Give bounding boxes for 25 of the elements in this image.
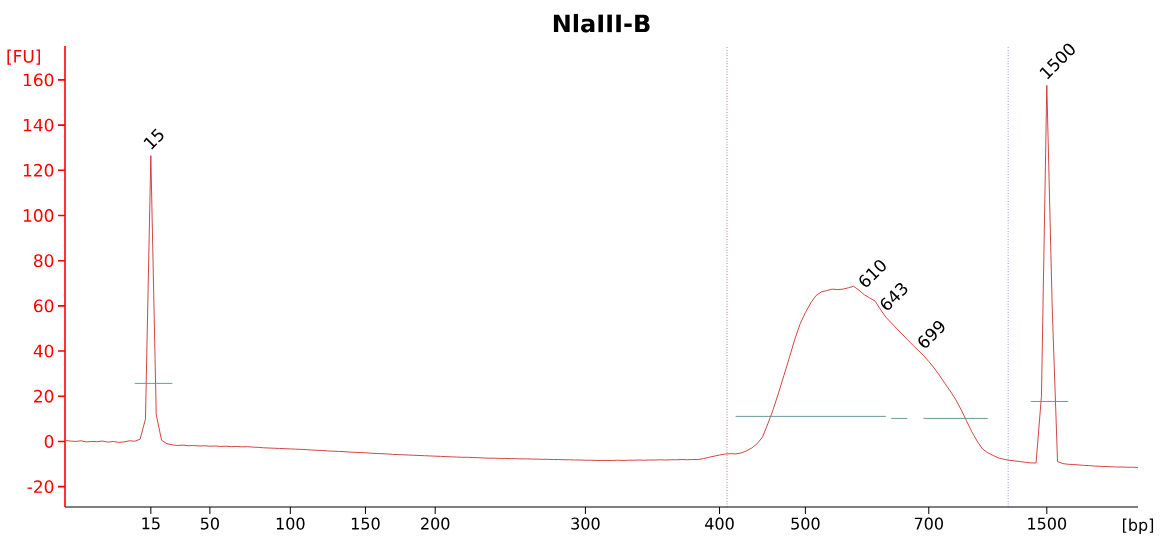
x-tick-label: 50 — [200, 517, 219, 530]
x-tick-label: 300 — [571, 517, 600, 530]
x-tick-label: 150 — [351, 517, 380, 530]
x-tick-label: 15 — [142, 517, 160, 530]
annotation: 15 — [143, 128, 164, 150]
y-tick-label: 140 — [23, 118, 54, 132]
x-tick-label: 100 — [276, 517, 305, 530]
chart-title: NlaIII-B — [553, 13, 650, 33]
y-tick-label: 120 — [23, 163, 54, 177]
y-tick-label: 160 — [23, 73, 54, 87]
annotation: 699 — [918, 321, 945, 348]
y-tick-label: 40 — [33, 344, 54, 358]
x-tick-label: 200 — [421, 517, 450, 530]
y-tick-label: 20 — [34, 389, 54, 403]
y-axis-title: [FU] — [7, 49, 41, 65]
x-tick-label: 400 — [705, 517, 734, 530]
y-tick-label: 80 — [34, 254, 54, 268]
x-tick-label: 1500 — [1028, 517, 1067, 530]
y-tick-label: 0 — [44, 435, 54, 448]
x-axis-title: [bp] — [1123, 518, 1154, 535]
y-tick-label: 100 — [23, 209, 54, 222]
y-tick-label: 60 — [34, 299, 54, 313]
x-tick-label: 500 — [791, 517, 820, 530]
x-tick-label: 700 — [914, 517, 943, 530]
y-tick-label: -20 — [27, 480, 54, 494]
